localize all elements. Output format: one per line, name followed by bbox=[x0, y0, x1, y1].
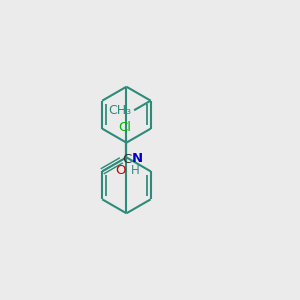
Text: H: H bbox=[131, 164, 140, 177]
Text: N: N bbox=[131, 152, 142, 165]
Text: C: C bbox=[122, 153, 132, 166]
Text: Cl: Cl bbox=[118, 122, 131, 134]
Text: O: O bbox=[115, 164, 126, 177]
Text: CH₃: CH₃ bbox=[109, 104, 132, 117]
